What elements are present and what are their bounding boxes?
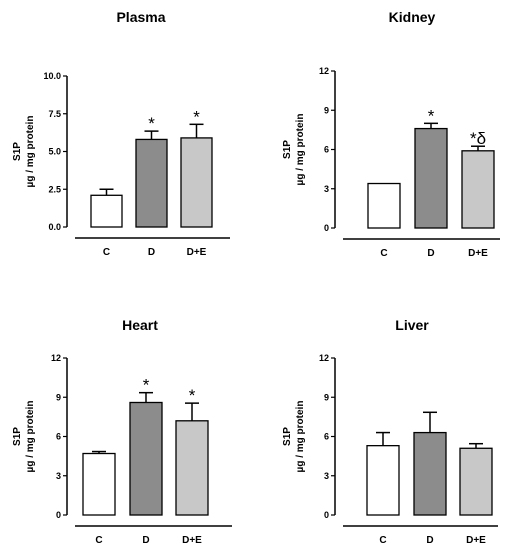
y-tick-label-liver: 0 [324,510,329,520]
x-tick-label-plasma-dpluse: D+E [187,247,207,258]
y-tick-label-kidney: 3 [324,184,329,194]
chart-title-kidney: Kidney [389,9,436,25]
bar-kidney-c [367,182,401,229]
panel-plasma: Plasma S1P µg / mg protein 0.0 2.5 5.0 7.5 10.0… [12,9,230,258]
y-axis-label-line-1: S1P [282,140,293,159]
x-tick-label-liver-c: C [379,535,386,546]
y-tick-label-heart: 9 [56,392,61,402]
panel-liver: Liver S1P µg / mg protein 0 3 6 9 12 C D D+E [282,317,498,546]
y-tick-label-plasma: 5.0 [48,147,61,157]
y-tick-label-plasma: 0.0 [48,222,61,232]
panel-kidney: Kidney S1P µg / mg protein 0 3 6 9 12 C * D *δ D+E [282,9,500,259]
significance-marker-kidney-d: * [428,106,435,125]
y-axis-label-kidney: S1P µg / mg protein [282,114,306,186]
x-tick-label-heart-d: D [142,535,149,546]
bar-heart-c [82,452,116,516]
y-axis-label-line-2: µg / mg protein [295,401,306,473]
bar-plasma-c [90,194,123,228]
y-tick-label-heart: 0 [56,510,61,520]
significance-marker-heart-d: * [143,376,150,395]
bar-liver-dpluse [459,447,493,516]
y-axis-label-line-2: µg / mg protein [295,114,306,186]
y-tick-label-liver: 9 [324,392,329,402]
x-tick-label-kidney-d: D [427,248,434,259]
x-tick-label-heart-c: C [95,535,102,546]
y-tick-label-liver: 12 [319,353,329,363]
chart-title-liver: Liver [395,317,429,333]
y-tick-label-kidney: 6 [324,145,329,155]
y-axis-label-heart: S1P µg / mg protein [12,401,36,473]
x-tick-label-heart-dpluse: D+E [182,535,202,546]
bar-kidney-d [414,127,448,229]
y-tick-label-liver: 3 [324,471,329,481]
y-tick-label-heart: 12 [51,353,61,363]
significance-marker-kidney-dpluse: *δ [470,129,486,148]
significance-marker-heart-dpluse: * [189,386,196,405]
y-tick-label-kidney: 9 [324,105,329,115]
y-axis-label-liver: S1P µg / mg protein [282,401,306,473]
y-tick-label-kidney: 0 [324,223,329,233]
y-axis-label-line-2: µg / mg protein [25,401,36,473]
chart-title-heart: Heart [122,317,158,333]
y-tick-label-plasma: 7.5 [48,109,61,119]
significance-marker-plasma-dpluse: * [193,107,200,126]
significance-marker-plasma-d: * [148,114,155,133]
y-axis-label-plasma: S1P µg / mg protein [12,116,36,188]
y-axis-label-line-2: µg / mg protein [25,116,36,188]
bar-plasma-d [135,138,168,228]
y-axis-label-line-1: S1P [282,427,293,446]
bar-heart-d [129,401,163,516]
bar-plasma-dpluse [180,137,213,228]
y-tick-label-plasma: 10.0 [43,71,61,81]
bar-kidney-dpluse [461,150,495,229]
bar-heart-dpluse [175,420,209,516]
chart-title-plasma: Plasma [116,9,165,25]
bar-liver-d [413,431,447,516]
x-tick-label-plasma-d: D [148,247,155,258]
panel-heart: Heart S1P µg / mg protein 0 3 6 9 12 C * D * D+E [12,317,232,546]
y-tick-label-plasma: 2.5 [48,184,61,194]
y-tick-label-liver: 6 [324,432,329,442]
y-tick-label-heart: 3 [56,471,61,481]
x-tick-label-kidney-dpluse: D+E [468,248,488,259]
y-axis-label-line-1: S1P [12,142,23,161]
y-tick-label-heart: 6 [56,432,61,442]
x-tick-label-liver-dpluse: D+E [466,535,486,546]
x-tick-label-plasma-c: C [103,247,110,258]
y-tick-label-kidney: 12 [319,66,329,76]
bar-liver-c [366,445,400,516]
x-tick-label-kidney-c: C [380,248,387,259]
x-tick-label-liver-d: D [426,535,433,546]
y-axis-label-line-1: S1P [12,427,23,446]
